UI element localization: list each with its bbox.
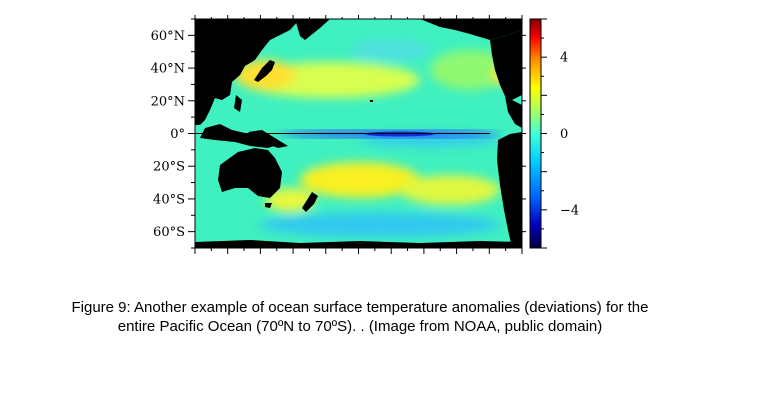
y-tick-label: 20°S <box>153 160 185 175</box>
y-tick-label: 20°N <box>151 94 185 109</box>
y-tick-label: 40°N <box>151 62 185 77</box>
land-new-zealand <box>302 192 318 212</box>
colorbar-tick-label: −4 <box>560 203 579 218</box>
anomaly-map: 60°N 40°N 20°N 0° 20°S 40°S 60°S 4 0 −4 <box>151 15 579 254</box>
x-axis-ticks <box>194 15 523 254</box>
anomaly-cool-north-central <box>350 40 430 60</box>
y-axis: 60°N 40°N 20°N 0° 20°S 40°S 60°S <box>151 18 526 249</box>
land-south-america <box>497 132 522 248</box>
colorbar-ticks: 4 0 −4 <box>541 18 579 249</box>
land-tasmania <box>265 203 272 208</box>
land-australia <box>218 148 282 198</box>
colorbar-tick-label: 0 <box>560 127 568 142</box>
y-tick-label: 0° <box>170 127 185 142</box>
anomaly-cool-southern <box>260 213 500 237</box>
land-hawaii <box>370 100 373 102</box>
land-kamchatka <box>295 19 330 40</box>
land-central-america <box>505 96 522 128</box>
land-japan <box>254 60 275 82</box>
land-north-america <box>490 30 522 100</box>
anomaly-warm-east-north <box>430 50 510 90</box>
colorbar-tick-label: 4 <box>560 51 568 66</box>
y-tick-label: 60°N <box>151 29 185 44</box>
y-tick-label: 60°S <box>153 225 185 240</box>
land-antarctica <box>195 240 522 248</box>
caption-line-2: entire Pacific Ocean (70ºN to 70ºS). . (… <box>117 318 603 335</box>
anomaly-warm-southeast <box>400 175 500 205</box>
figure-caption: Figure 9: Another example of ocean surfa… <box>0 298 720 336</box>
land-new-guinea <box>248 130 288 148</box>
anomaly-warm-south-central <box>300 162 420 198</box>
anomaly-warm-tasman <box>265 188 315 212</box>
caption-line-1: Figure 9: Another example of ocean surfa… <box>71 299 649 316</box>
colorbar <box>529 18 542 249</box>
land-philippines <box>234 95 242 112</box>
land-indonesia <box>200 124 280 148</box>
land-alaska <box>420 19 522 40</box>
land-asia <box>195 19 300 125</box>
y-tick-label: 40°S <box>153 192 185 207</box>
